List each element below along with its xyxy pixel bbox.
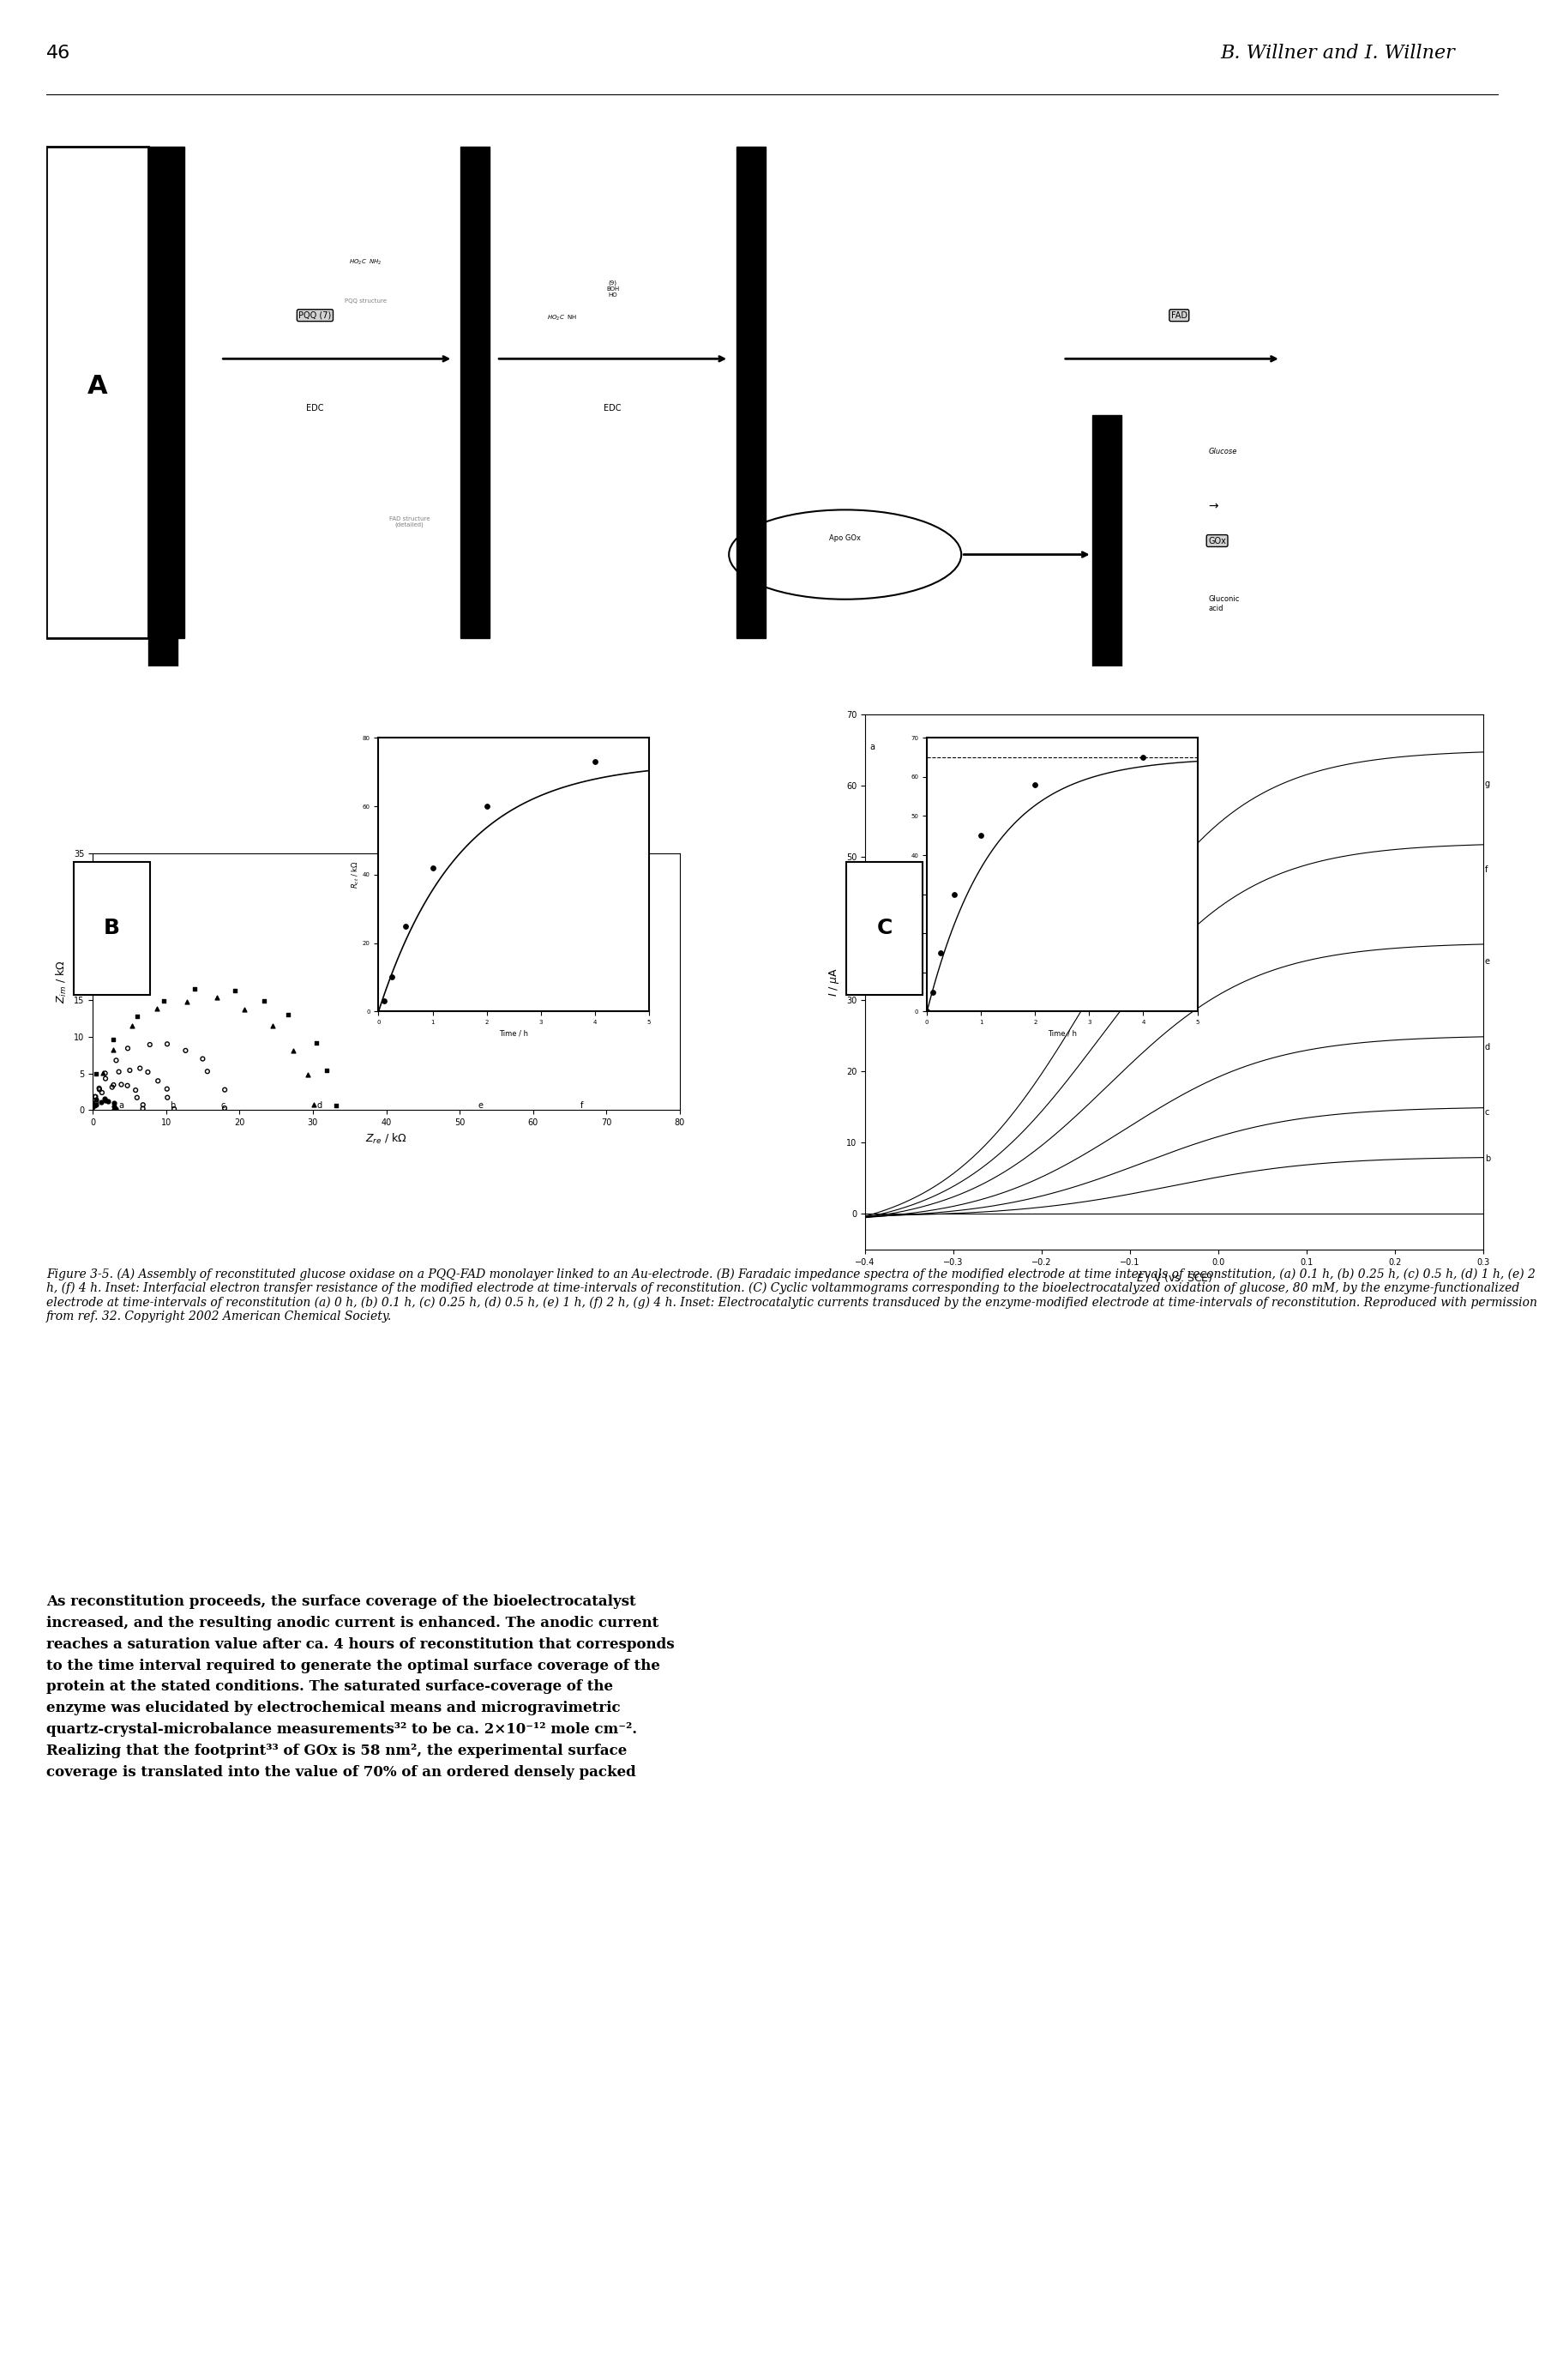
Text: g: g: [1485, 781, 1491, 788]
Point: [314, 1052, 338, 1090]
Point: [125, 1078, 150, 1116]
Point: [182, 971, 207, 1009]
FancyBboxPatch shape: [74, 862, 150, 995]
X-axis label: Time / h: Time / h: [499, 1031, 528, 1038]
Point: [222, 971, 247, 1009]
Text: Gluconic
acid: Gluconic acid: [1208, 595, 1239, 612]
Point: [82, 1088, 107, 1126]
Bar: [148, 414, 178, 666]
Text: C: C: [876, 919, 893, 938]
Point: [175, 983, 199, 1021]
Point: [83, 1085, 108, 1123]
Point: [104, 1090, 128, 1128]
Point: [121, 1007, 145, 1045]
Text: EDC: EDC: [306, 405, 324, 412]
Point: [281, 1031, 306, 1069]
Point: [301, 1085, 326, 1123]
Point: [392, 907, 417, 945]
Point: [138, 1026, 162, 1064]
X-axis label: $Z_{re}$ / k$\Omega$: $Z_{re}$ / k$\Omega$: [365, 1133, 408, 1145]
Point: [114, 1066, 139, 1104]
Point: [104, 1042, 128, 1081]
Point: [80, 1085, 105, 1123]
Point: [173, 1031, 198, 1069]
Point: [93, 1081, 117, 1119]
Text: e: e: [477, 1102, 484, 1109]
Point: [144, 990, 168, 1028]
Point: [79, 1090, 104, 1128]
X-axis label: $E$ / V (vs. SCE): $E$ / V (vs. SCE): [1136, 1271, 1213, 1285]
Text: b: b: [170, 1102, 175, 1109]
Point: [275, 995, 300, 1033]
Text: c: c: [221, 1102, 226, 1109]
Text: FAD structure
(detailed): FAD structure (detailed): [389, 516, 430, 528]
Y-axis label: $R_{ct}$ / k$\Omega$: $R_{ct}$ / k$\Omega$: [351, 862, 362, 888]
Point: [88, 1083, 113, 1121]
Point: [190, 1040, 215, 1078]
Point: [77, 1088, 102, 1126]
Point: [260, 1007, 284, 1045]
Text: →: →: [1208, 500, 1217, 512]
Point: [969, 816, 993, 854]
Bar: [148, 145, 184, 638]
Point: [93, 1059, 117, 1097]
Point: [1131, 738, 1156, 776]
Point: [420, 850, 445, 888]
Text: d: d: [1485, 1042, 1491, 1052]
Text: $HO_2C$  $NH_2$: $HO_2C$ $NH_2$: [349, 257, 383, 267]
Point: [90, 1054, 114, 1092]
Point: [110, 1066, 134, 1104]
Point: [87, 1071, 111, 1109]
Text: f: f: [1485, 866, 1488, 873]
Point: [324, 1088, 349, 1126]
Point: [130, 1090, 155, 1128]
Point: [82, 1078, 107, 1116]
Point: [107, 1052, 131, 1090]
Point: [80, 1088, 105, 1126]
Text: Apo GOx: Apo GOx: [830, 533, 861, 543]
Bar: [735, 145, 765, 638]
Text: 46: 46: [46, 45, 71, 62]
Text: Glucose: Glucose: [1208, 447, 1238, 455]
Point: [79, 1090, 104, 1128]
Point: [929, 933, 953, 971]
Point: [582, 743, 607, 781]
Text: e: e: [1485, 957, 1489, 966]
Text: PQQ (7): PQQ (7): [298, 312, 332, 319]
Y-axis label: $I$ / $\mu$A: $I$ / $\mu$A: [828, 966, 842, 997]
Point: [125, 997, 150, 1035]
Point: [304, 1023, 329, 1061]
Point: [380, 959, 405, 997]
Point: [80, 1085, 105, 1123]
Text: A: A: [87, 374, 107, 400]
FancyBboxPatch shape: [847, 862, 922, 995]
Point: [117, 1052, 142, 1090]
Bar: [1092, 414, 1122, 666]
Point: [212, 1071, 236, 1109]
Y-axis label: $Z_{im}$ / k$\Omega$: $Z_{im}$ / k$\Omega$: [56, 959, 70, 1004]
Point: [212, 1090, 236, 1128]
Point: [136, 1052, 161, 1090]
Text: f: f: [581, 1102, 584, 1109]
Text: (9)
BOH
HO: (9) BOH HO: [606, 281, 620, 298]
Point: [83, 1078, 108, 1116]
Point: [124, 1071, 148, 1109]
Point: [90, 1073, 114, 1111]
Point: [1023, 766, 1048, 804]
Point: [100, 1069, 125, 1107]
Point: [155, 1071, 179, 1109]
Text: PQQ structure: PQQ structure: [345, 298, 386, 305]
Point: [93, 1081, 117, 1119]
Text: EDC: EDC: [604, 405, 621, 412]
Point: [102, 1088, 127, 1126]
Point: [195, 1052, 219, 1090]
Point: [155, 1026, 179, 1064]
Text: $HO_2C$  NH: $HO_2C$ NH: [547, 314, 576, 321]
X-axis label: Time / h: Time / h: [1048, 1031, 1077, 1038]
Point: [372, 983, 396, 1021]
Point: [83, 1054, 108, 1092]
Point: [162, 1090, 187, 1128]
Text: d: d: [317, 1102, 321, 1109]
Text: GOx: GOx: [1208, 536, 1227, 545]
Text: b: b: [1485, 1154, 1491, 1164]
